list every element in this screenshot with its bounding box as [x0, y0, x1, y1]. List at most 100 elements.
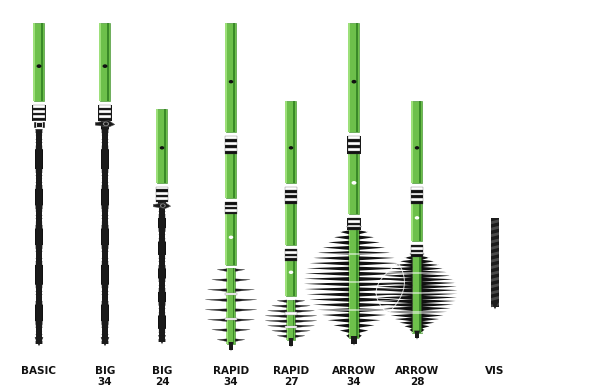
Polygon shape [26, 205, 52, 209]
Polygon shape [286, 249, 296, 251]
Polygon shape [83, 298, 127, 301]
Polygon shape [152, 302, 172, 305]
Polygon shape [305, 287, 349, 291]
Polygon shape [412, 194, 422, 241]
Polygon shape [284, 187, 298, 204]
Polygon shape [391, 314, 413, 318]
Polygon shape [80, 179, 130, 182]
Polygon shape [17, 172, 61, 176]
Polygon shape [286, 189, 296, 193]
Polygon shape [412, 198, 422, 202]
Polygon shape [32, 23, 35, 101]
Polygon shape [36, 113, 42, 344]
Polygon shape [349, 144, 359, 214]
Polygon shape [386, 270, 413, 274]
Polygon shape [235, 269, 245, 272]
Polygon shape [86, 324, 124, 328]
Polygon shape [225, 293, 237, 295]
Polygon shape [226, 202, 236, 205]
Polygon shape [33, 113, 45, 116]
Polygon shape [412, 245, 422, 247]
Polygon shape [307, 267, 349, 271]
Polygon shape [491, 303, 499, 307]
Polygon shape [81, 252, 129, 255]
Polygon shape [152, 265, 172, 268]
Polygon shape [101, 113, 109, 344]
Polygon shape [148, 255, 176, 258]
Polygon shape [286, 256, 296, 258]
Polygon shape [226, 205, 236, 207]
Circle shape [104, 122, 109, 125]
Polygon shape [412, 193, 422, 195]
Polygon shape [272, 305, 287, 308]
Polygon shape [144, 235, 180, 238]
Text: BIG
34: BIG 34 [95, 366, 115, 387]
Polygon shape [212, 279, 227, 282]
Polygon shape [359, 329, 368, 333]
Polygon shape [289, 338, 293, 346]
Polygon shape [359, 287, 403, 291]
Polygon shape [226, 210, 236, 265]
Polygon shape [19, 249, 59, 252]
Polygon shape [226, 144, 236, 198]
Polygon shape [85, 133, 125, 136]
Polygon shape [80, 176, 130, 179]
Polygon shape [349, 23, 359, 132]
Polygon shape [359, 251, 391, 255]
Polygon shape [217, 269, 227, 272]
Polygon shape [23, 186, 55, 189]
Polygon shape [286, 195, 296, 198]
Polygon shape [89, 301, 121, 305]
Polygon shape [395, 317, 413, 321]
Polygon shape [305, 272, 349, 276]
Polygon shape [421, 267, 443, 271]
Polygon shape [226, 139, 236, 142]
Polygon shape [15, 136, 63, 139]
Polygon shape [100, 23, 110, 101]
Polygon shape [287, 300, 295, 340]
Polygon shape [316, 309, 392, 311]
Polygon shape [359, 272, 403, 276]
Polygon shape [83, 172, 127, 176]
Polygon shape [14, 139, 64, 143]
Polygon shape [347, 226, 350, 338]
Polygon shape [85, 249, 125, 252]
Polygon shape [316, 253, 392, 255]
Polygon shape [286, 193, 296, 195]
Polygon shape [226, 136, 236, 139]
Polygon shape [91, 341, 119, 344]
Polygon shape [286, 194, 296, 245]
Circle shape [352, 182, 356, 184]
Polygon shape [302, 281, 406, 283]
Polygon shape [95, 121, 115, 127]
Polygon shape [90, 245, 120, 249]
Polygon shape [491, 218, 499, 307]
Polygon shape [421, 274, 451, 278]
Polygon shape [157, 189, 167, 192]
Polygon shape [412, 252, 422, 254]
Polygon shape [23, 301, 55, 305]
Polygon shape [491, 238, 499, 244]
Polygon shape [146, 336, 178, 339]
Polygon shape [347, 136, 361, 154]
Polygon shape [421, 263, 439, 267]
Polygon shape [491, 264, 499, 269]
Polygon shape [412, 195, 422, 198]
Polygon shape [235, 329, 250, 331]
Polygon shape [212, 329, 227, 331]
Polygon shape [313, 303, 349, 307]
Polygon shape [359, 261, 399, 265]
Polygon shape [286, 202, 296, 204]
Polygon shape [307, 293, 349, 296]
Polygon shape [32, 105, 46, 121]
Polygon shape [322, 246, 349, 250]
Polygon shape [226, 207, 236, 209]
Polygon shape [491, 296, 499, 301]
Polygon shape [233, 23, 235, 132]
Polygon shape [157, 109, 167, 183]
Polygon shape [412, 254, 422, 257]
Polygon shape [285, 312, 297, 315]
Polygon shape [226, 209, 236, 212]
Polygon shape [157, 194, 167, 197]
Polygon shape [229, 342, 233, 350]
